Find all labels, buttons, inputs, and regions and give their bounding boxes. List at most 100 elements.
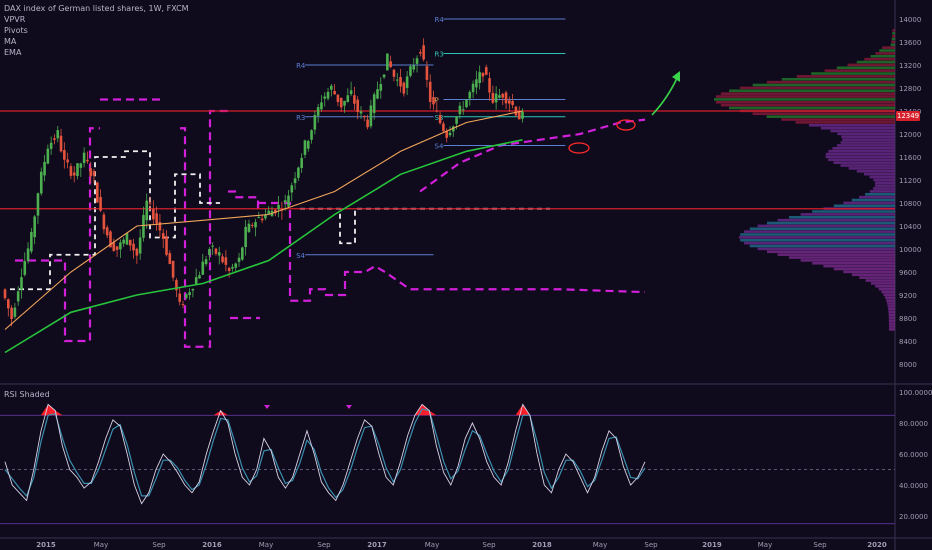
volume-profile-bar: [800, 213, 895, 216]
candle-body: [432, 96, 435, 105]
price-tick-label: 8400: [899, 338, 917, 346]
candle-body: [16, 291, 20, 302]
volume-profile-bar: [800, 259, 895, 262]
volume-profile-bar: [739, 236, 895, 239]
support-circle: [616, 119, 636, 131]
volume-profile-bar: [715, 100, 895, 104]
candle-body: [76, 163, 79, 176]
candle-body: [155, 213, 158, 224]
volume-profile: [713, 29, 895, 331]
volume-profile-bar: [729, 106, 895, 110]
volume-profile-bar: [873, 187, 895, 190]
candle-body: [3, 289, 7, 299]
candle-body: [30, 231, 33, 252]
candle-body: [53, 138, 56, 140]
volume-profile-bar: [796, 75, 895, 78]
volume-profile-bar: [743, 241, 895, 245]
candle-body: [254, 221, 257, 228]
rsi-tick-label: 20.0000: [899, 513, 928, 521]
candle-body: [260, 218, 264, 221]
candle-body: [316, 107, 320, 116]
volume-profile-bar: [843, 201, 895, 205]
candle-body: [359, 111, 363, 114]
volume-profile-bar: [825, 152, 895, 156]
candle-body: [326, 91, 330, 99]
time-tick-label: 2016: [202, 541, 222, 549]
candle-body: [343, 100, 346, 106]
candle-body: [435, 110, 439, 112]
price-tick-label: 9600: [899, 269, 917, 277]
volume-profile-bar: [752, 112, 895, 116]
candle-body: [484, 67, 488, 75]
candle-body: [234, 263, 238, 268]
volume-profile-bar: [828, 149, 895, 153]
candle-body: [448, 132, 452, 136]
candle-body: [86, 159, 89, 162]
candle-body: [353, 95, 356, 104]
candle-body: [445, 130, 449, 138]
rsi-title: RSI Shaded: [4, 390, 50, 399]
candle-body: [488, 78, 491, 93]
volume-profile-bar: [863, 172, 895, 176]
candle-body: [214, 248, 218, 254]
volume-profile-bar: [888, 319, 895, 323]
candle-body: [33, 216, 36, 238]
ema-line: [4, 139, 523, 354]
candle-body: [428, 81, 432, 102]
volume-profile-bar: [830, 129, 895, 133]
candle-body: [145, 200, 149, 221]
candle-body: [191, 288, 195, 291]
candle-body: [389, 61, 392, 68]
volume-profile-bar: [781, 118, 895, 121]
candle-body: [227, 267, 231, 272]
candle-body: [69, 166, 73, 176]
candle-body: [221, 256, 224, 263]
magenta-pivot-levels: [15, 98, 646, 348]
volume-profile-bar: [856, 60, 895, 64]
legend-ema[interactable]: EMA: [4, 48, 22, 57]
candle-body: [297, 167, 300, 178]
volume-profile-bar: [892, 29, 895, 32]
volume-profile-bar: [781, 77, 895, 81]
volume-profile-bar: [888, 325, 895, 328]
rsi-overbought-fill: [55, 410, 63, 416]
trend-arrow-head: [672, 71, 680, 82]
candle-body: [287, 195, 290, 207]
pivot-label: R3: [435, 51, 444, 59]
rsi-tick-label: 60.0000: [899, 451, 928, 459]
candle-body: [102, 214, 106, 230]
candle-body: [224, 257, 228, 265]
pivot-label: P: [435, 97, 439, 105]
time-tick-label: 2019: [702, 541, 722, 549]
price-tick-label: 11200: [899, 177, 921, 185]
candle-body: [217, 252, 221, 256]
volume-profile-bar: [879, 49, 895, 52]
candle-body: [165, 236, 168, 255]
candle-body: [79, 163, 83, 168]
candle-body: [508, 100, 511, 104]
candle-body: [244, 226, 247, 248]
volume-profile-bar: [836, 66, 895, 70]
time-tick-label: May: [758, 541, 772, 549]
time-tick-label: Sep: [317, 541, 331, 549]
chart-legend: DAX index of German listed shares, 1W, F…: [4, 3, 189, 58]
pivot-label: R3: [296, 114, 305, 122]
candle-body: [267, 210, 271, 214]
volume-profile-bar: [875, 284, 895, 288]
volume-profile-bar: [715, 95, 895, 98]
candle-body: [369, 105, 373, 127]
volume-profile-bar: [812, 210, 895, 213]
axes: 1400013600132001280012400120001160011200…: [36, 16, 932, 549]
legend-pivots[interactable]: Pivots: [4, 26, 28, 35]
candle-body: [405, 76, 409, 88]
candle-body: [10, 307, 13, 320]
legend-vpvr[interactable]: VPVR: [4, 15, 26, 24]
volume-profile-bar: [788, 215, 895, 219]
candle-body: [168, 253, 172, 265]
candle-body: [178, 293, 182, 302]
volume-profile-bar: [757, 224, 895, 228]
legend-ma[interactable]: MA: [4, 37, 17, 46]
rsi-tick-label: 100.0000: [899, 389, 932, 397]
candle-body: [412, 65, 416, 70]
